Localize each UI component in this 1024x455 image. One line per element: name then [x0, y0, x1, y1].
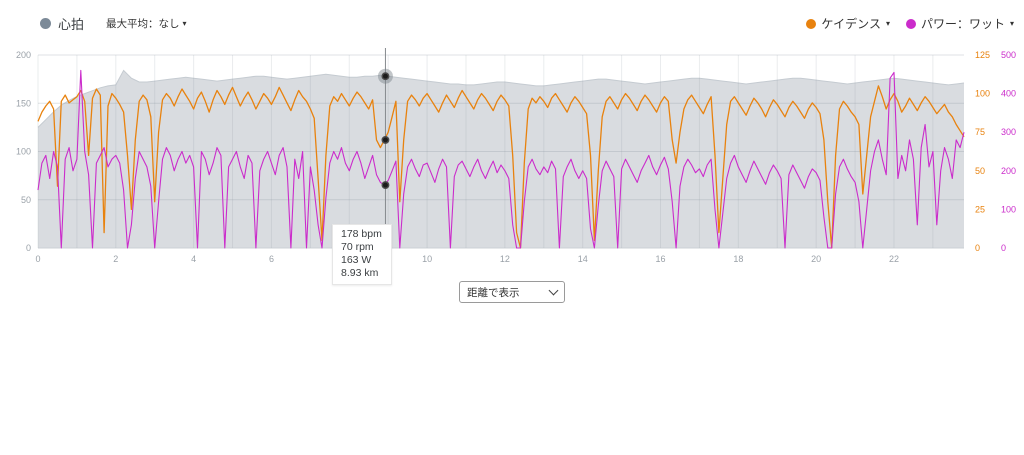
cadence-cursor-dot — [381, 135, 390, 144]
svg-text:22: 22 — [889, 254, 899, 264]
heart-rate-area — [38, 70, 964, 249]
svg-text:50: 50 — [21, 195, 31, 205]
svg-text:500: 500 — [1001, 50, 1016, 60]
power-line — [37, 69, 965, 249]
control-row: 距離で表示 — [0, 281, 1024, 303]
cadence-legend-label: ケイデンス — [821, 17, 881, 31]
svg-text:0: 0 — [1001, 243, 1006, 253]
svg-text:100: 100 — [16, 147, 31, 157]
svg-text:10: 10 — [422, 254, 432, 264]
cadence-line — [37, 85, 965, 249]
svg-text:125: 125 — [975, 50, 990, 60]
svg-text:14: 14 — [578, 254, 588, 264]
power-legend-label: パワー：ワット — [920, 17, 1005, 31]
svg-text:18: 18 — [733, 254, 743, 264]
tooltip-heart-rate-value: 178 bpm — [341, 228, 382, 240]
svg-text:25: 25 — [975, 204, 985, 214]
caret-down-icon: ▾ — [182, 18, 187, 28]
svg-text:0: 0 — [35, 254, 40, 264]
svg-text:20: 20 — [811, 254, 821, 264]
legend-right: ケイデンス ▾ パワー：ワット ▾ — [806, 15, 1014, 32]
svg-text:150: 150 — [16, 98, 31, 108]
svg-text:300: 300 — [1001, 127, 1016, 137]
display-mode-select[interactable]: 距離で表示 — [459, 281, 565, 303]
svg-text:100: 100 — [1001, 204, 1016, 214]
chart-hover-tooltip: 178 bpm 70 rpm 163 W 8.93 km — [332, 224, 392, 285]
heart-rate-legend-dot-icon — [40, 18, 51, 29]
display-mode-value: 距離で表示 — [467, 286, 520, 299]
activity-timeseries-chart[interactable]: 0501001502000255075100125010020030040050… — [0, 0, 1024, 300]
caret-down-icon: ▾ — [1009, 18, 1014, 28]
heart-rate-legend-label: 心拍 — [58, 17, 85, 32]
caret-down-icon: ▾ — [885, 18, 890, 28]
svg-text:16: 16 — [656, 254, 666, 264]
svg-text:6: 6 — [269, 254, 274, 264]
power-legend-dropdown[interactable]: パワー：ワット ▾ — [905, 15, 1014, 32]
svg-text:200: 200 — [1001, 166, 1016, 176]
chevron-down-icon — [548, 285, 559, 296]
svg-text:12: 12 — [500, 254, 510, 264]
svg-text:50: 50 — [975, 166, 985, 176]
svg-text:0: 0 — [975, 243, 980, 253]
svg-text:400: 400 — [1001, 89, 1016, 99]
svg-text:2: 2 — [113, 254, 118, 264]
power-cursor-dot — [381, 181, 390, 190]
svg-text:200: 200 — [16, 50, 31, 60]
tooltip-cadence-value: 70 rpm — [341, 241, 374, 253]
legend-left: 心拍 最大平均：なし ▾ — [40, 14, 187, 33]
tooltip-power-value: 163 W — [341, 254, 372, 266]
svg-text:100: 100 — [975, 89, 990, 99]
tooltip-distance-value: 8.93 km — [341, 267, 379, 279]
svg-text:0: 0 — [26, 243, 31, 253]
cadence-legend-dot-icon — [806, 18, 817, 29]
svg-text:75: 75 — [975, 127, 985, 137]
heart_rate-cursor-dot — [381, 72, 390, 81]
svg-text:4: 4 — [191, 254, 196, 264]
cadence-legend-dropdown[interactable]: ケイデンス ▾ — [806, 15, 890, 32]
max-average-label: 最大平均：なし — [106, 18, 180, 30]
power-legend-dot-icon — [905, 18, 916, 29]
max-average-dropdown[interactable]: 最大平均：なし ▾ — [106, 16, 187, 31]
